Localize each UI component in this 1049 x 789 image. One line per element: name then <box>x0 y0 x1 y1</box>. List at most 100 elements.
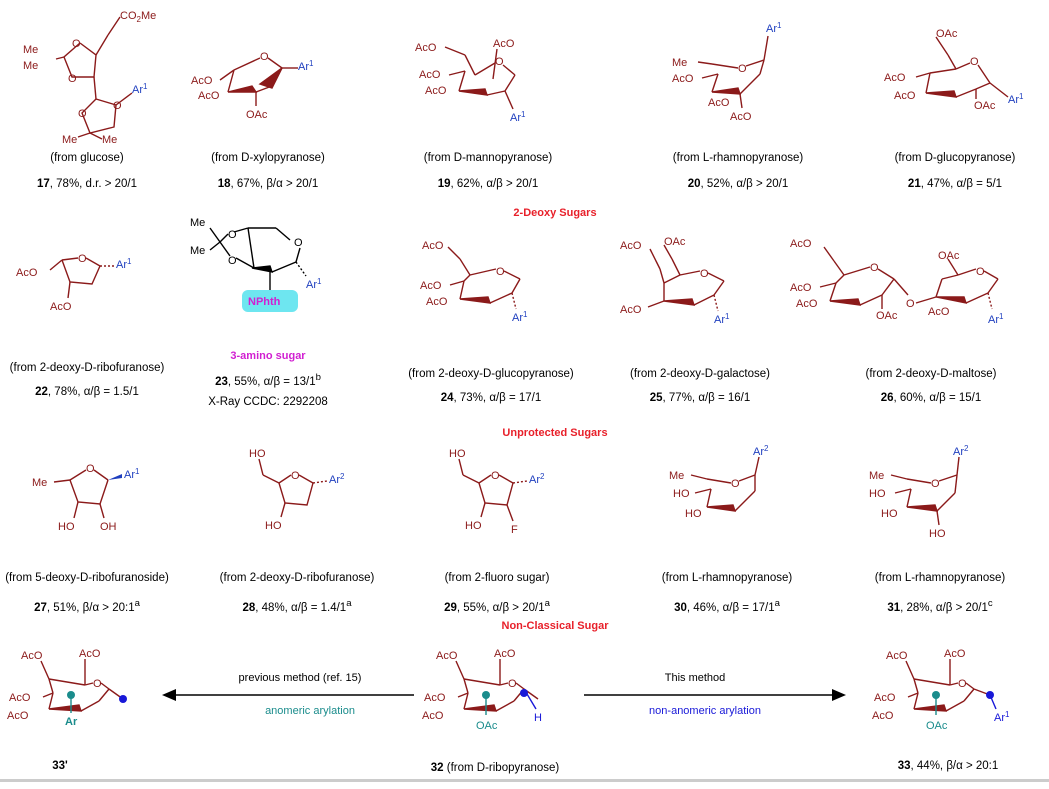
section-2-deoxy: 2-Deoxy Sugars <box>513 207 597 219</box>
structure-23: Me Me O O O NPhth Ar1 <box>190 217 322 312</box>
svg-text:OH: OH <box>100 521 117 533</box>
svg-text:HO: HO <box>449 448 466 460</box>
svg-text:O: O <box>78 253 87 265</box>
svg-text:AcO: AcO <box>420 280 442 292</box>
structure-31: Me O HO HO HO Ar2 <box>869 444 969 540</box>
structure-33: AcO AcO O AcO AcO OAc Ar1 <box>872 648 1010 732</box>
svg-text:AcO: AcO <box>730 111 752 123</box>
arrow-left-top-label: previous method (ref. 15) <box>238 672 362 684</box>
structure-32: AcO AcO O AcO AcO OAc H <box>422 648 542 732</box>
arrow-right-top-label: This method <box>664 672 726 684</box>
yield-26: 26, 60%, α/β = 15/1 <box>880 392 982 404</box>
svg-text:Ar1: Ar1 <box>994 710 1010 724</box>
source-17: (from glucose) <box>50 152 124 164</box>
yield-20: 20, 52%, α/β > 20/1 <box>687 178 789 190</box>
yield-24: 24, 73%, α/β = 17/1 <box>440 392 542 404</box>
svg-text:AcO: AcO <box>672 73 694 85</box>
svg-text:AcO: AcO <box>620 304 642 316</box>
svg-text:F: F <box>511 524 518 536</box>
yield-17: 17, 78%, d.r. > 20/1 <box>36 178 138 190</box>
yield-23: 23, 55%, α/β = 13/1b <box>215 372 321 388</box>
label-33: 33, 44%, β/α > 20:1 <box>897 760 999 772</box>
svg-text:Ar1: Ar1 <box>306 277 322 291</box>
svg-text:Ar1: Ar1 <box>512 310 528 324</box>
svg-text:AcO: AcO <box>884 72 906 84</box>
yield-25: 25, 77%, α/β = 16/1 <box>649 392 751 404</box>
svg-text:Ar1: Ar1 <box>766 21 782 35</box>
svg-text:AcO: AcO <box>21 650 43 662</box>
yield-29: 29, 55%, α/β > 20/1a <box>444 598 550 614</box>
svg-text:HO: HO <box>881 508 898 520</box>
svg-text:AcO: AcO <box>9 692 31 704</box>
structure-24: AcO O AcO AcO Ar1 <box>420 240 528 324</box>
svg-text:AcO: AcO <box>415 42 437 54</box>
svg-text:AcO: AcO <box>16 267 38 279</box>
svg-text:O: O <box>931 478 940 490</box>
svg-text:AcO: AcO <box>928 306 950 318</box>
svg-text:HO: HO <box>249 448 266 460</box>
structure-22: AcO O AcO Ar1 <box>16 253 132 313</box>
bottom-rule <box>0 779 1049 782</box>
structure-30: Me O HO HO Ar2 <box>669 444 769 520</box>
source-24: (from 2-deoxy-D-glucopyranose) <box>408 368 574 380</box>
svg-text:Ar1: Ar1 <box>298 59 314 73</box>
source-26: (from 2-deoxy-D-maltose) <box>865 368 997 380</box>
svg-text:AcO: AcO <box>796 298 818 310</box>
svg-text:O: O <box>976 266 985 278</box>
svg-text:Me: Me <box>23 60 38 72</box>
svg-text:OAc: OAc <box>246 109 268 121</box>
svg-text:HO: HO <box>465 520 482 532</box>
svg-text:Me: Me <box>669 470 684 482</box>
label-32: 32 (from D-ribopyranose) <box>430 762 560 774</box>
structure-25: OAc AcO O AcO Ar1 <box>620 236 730 326</box>
svg-text:Ar2: Ar2 <box>953 444 969 458</box>
structure-18: O AcO AcO OAc Ar1 <box>191 51 314 121</box>
svg-text:Ar1: Ar1 <box>116 257 132 271</box>
svg-text:O: O <box>86 463 95 475</box>
svg-text:AcO: AcO <box>790 282 812 294</box>
svg-text:AcO: AcO <box>790 238 812 250</box>
source-27: (from 5-deoxy-D-ribofuranoside) <box>5 572 169 584</box>
svg-text:AcO: AcO <box>708 97 730 109</box>
svg-text:AcO: AcO <box>886 650 908 662</box>
svg-text:AcO: AcO <box>424 692 446 704</box>
structure-20: Me O AcO AcO AcO Ar1 <box>672 21 782 123</box>
structure-21: OAc O AcO AcO OAc Ar1 <box>884 28 1024 112</box>
svg-text:AcO: AcO <box>436 650 458 662</box>
svg-text:AcO: AcO <box>422 240 444 252</box>
svg-text:OAc: OAc <box>974 100 996 112</box>
structure-17: O O Me Me CO2Me O O Ar1 Me Me <box>23 10 156 146</box>
source-19: (from D-mannopyranose) <box>423 152 553 164</box>
source-29: (from 2-fluoro sugar) <box>444 572 550 584</box>
svg-text:O: O <box>870 262 879 274</box>
yield-31: 31, 28%, α/β > 20/1c <box>887 598 993 614</box>
svg-text:HO: HO <box>58 521 75 533</box>
svg-text:AcO: AcO <box>894 90 916 102</box>
svg-text:NPhth: NPhth <box>248 296 281 308</box>
source-20: (from L-rhamnopyranose) <box>672 152 804 164</box>
svg-text:AcO: AcO <box>419 69 441 81</box>
o-label: O <box>72 38 81 50</box>
svg-text:O: O <box>78 108 87 120</box>
structure-19: AcO AcO O AcO AcO Ar1 <box>415 38 526 124</box>
svg-text:OAc: OAc <box>664 236 686 248</box>
svg-text:OAc: OAc <box>936 28 958 40</box>
svg-text:AcO: AcO <box>494 648 516 660</box>
svg-text:HO: HO <box>265 520 282 532</box>
yield-19: 19, 62%, α/β > 20/1 <box>437 178 539 190</box>
svg-text:AcO: AcO <box>426 296 448 308</box>
svg-text:AcO: AcO <box>493 38 515 50</box>
svg-text:AcO: AcO <box>874 692 896 704</box>
label-33-prime: 33' <box>52 760 68 772</box>
svg-text:CO2Me: CO2Me <box>120 10 156 24</box>
svg-text:Ar: Ar <box>65 716 78 728</box>
svg-text:Ar2: Ar2 <box>529 472 545 486</box>
svg-text:HO: HO <box>869 488 886 500</box>
source-30: (from L-rhamnopyranose) <box>661 572 793 584</box>
svg-text:OAc: OAc <box>938 250 960 262</box>
svg-text:O: O <box>970 56 979 68</box>
svg-text:O: O <box>495 56 504 68</box>
svg-text:Me: Me <box>62 134 77 146</box>
svg-text:AcO: AcO <box>425 85 447 97</box>
svg-text:Me: Me <box>869 470 884 482</box>
